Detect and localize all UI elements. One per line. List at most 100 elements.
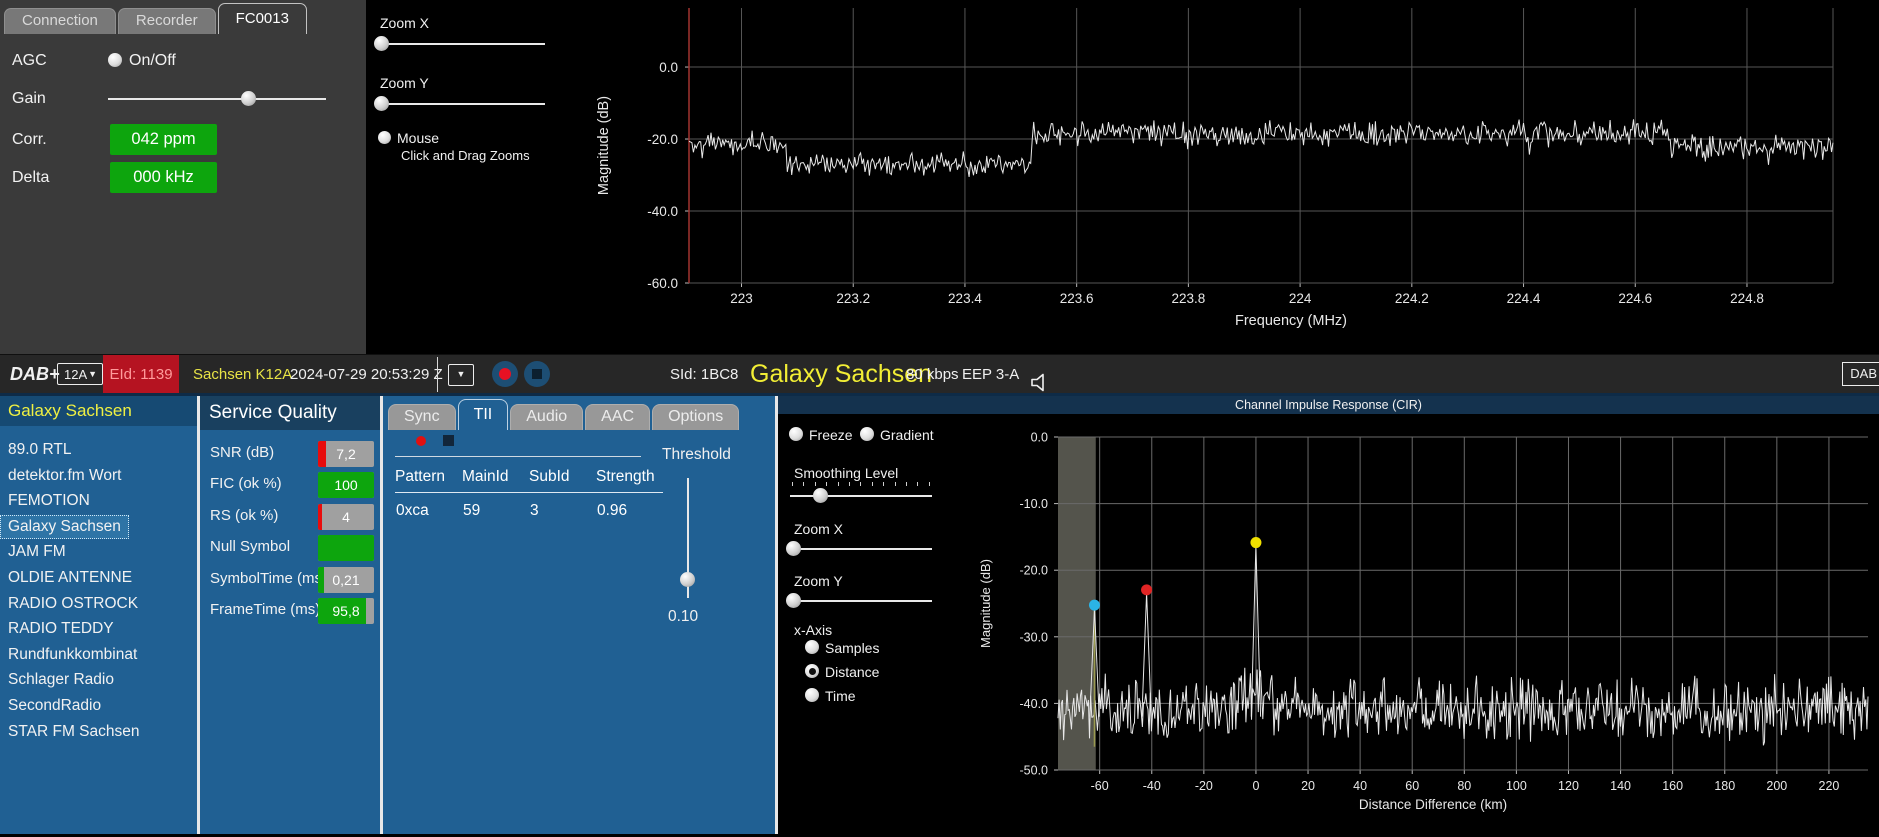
record-button[interactable] [492, 361, 518, 387]
device-panel: ConnectionRecorderFC0013 AGC On/Off Gain… [0, 0, 366, 354]
presets-dropdown-button[interactable]: ▼ [448, 364, 474, 386]
svg-text:-40.0: -40.0 [647, 204, 678, 219]
svg-text:223.8: 223.8 [1171, 291, 1205, 306]
station-item[interactable]: STAR FM Sachsen [0, 720, 148, 744]
divider [395, 456, 641, 457]
station-item[interactable]: 89.0 RTL [0, 438, 79, 462]
station-item[interactable]: RADIO OSTROCK [0, 592, 146, 616]
station-item[interactable]: Schlager Radio [0, 668, 122, 692]
agc-radio[interactable] [108, 53, 122, 67]
svg-text:224.8: 224.8 [1730, 291, 1764, 306]
quality-row: RS (ok %)4 [200, 504, 380, 530]
separator [437, 357, 438, 392]
status-bar: DAB+ 12A ▼ EId: 1139 Sachsen K12A 2024-0… [0, 354, 1879, 394]
svg-text:200: 200 [1766, 779, 1787, 793]
tab-connection[interactable]: Connection [4, 8, 116, 34]
station-item[interactable]: FEMOTION [0, 489, 98, 513]
svg-text:120: 120 [1558, 779, 1579, 793]
svg-text:0.0: 0.0 [659, 60, 678, 75]
cir-peak-marker [1141, 584, 1152, 595]
tii-table-row: 0xca5930.96 [395, 493, 663, 522]
tab-sync[interactable]: Sync [388, 404, 456, 430]
station-item[interactable]: Galaxy Sachsen [0, 515, 129, 539]
svg-text:224.4: 224.4 [1507, 291, 1541, 306]
station-item[interactable]: RADIO TEDDY [0, 617, 122, 641]
tii-panel: SyncTIIAudioAACOptions PatternMainIdSubI… [383, 396, 778, 834]
device-tabs: ConnectionRecorderFC0013 [4, 0, 309, 34]
svg-text:Distance Difference (km): Distance Difference (km) [1359, 797, 1507, 812]
svg-text:Frequency (MHz): Frequency (MHz) [1235, 313, 1347, 329]
tii-table: PatternMainIdSubIdStrength 0xca5930.96 [395, 468, 663, 521]
svg-text:Magnitude (dB): Magnitude (dB) [596, 96, 612, 195]
svg-text:-50.0: -50.0 [1020, 764, 1049, 778]
chevron-down-icon: ▼ [88, 363, 97, 385]
chevron-down-icon: ▼ [457, 369, 466, 379]
corr-value-badge: 042 ppm [110, 124, 217, 155]
station-item[interactable]: Rundfunkkombinat [0, 643, 145, 667]
svg-text:224.6: 224.6 [1618, 291, 1652, 306]
quality-value-bar [318, 535, 374, 561]
tab-options[interactable]: Options [652, 404, 739, 430]
stop-icon [532, 369, 542, 379]
quality-value-bar: 7,2 [318, 441, 374, 467]
tii-table-cell: 0.96 [596, 493, 663, 522]
quality-label: RS (ok %) [210, 507, 278, 524]
quality-value [318, 535, 374, 561]
tab-aac[interactable]: AAC [585, 404, 650, 430]
svg-text:-20.0: -20.0 [1020, 564, 1049, 578]
quality-label: SNR (dB) [210, 444, 274, 461]
svg-text:-60: -60 [1091, 779, 1109, 793]
quality-value-bar: 100 [318, 472, 374, 498]
record-icon [499, 368, 511, 380]
protection-label: EEP 3-A [962, 355, 1019, 394]
sync-status-icon [416, 436, 426, 446]
svg-text:100: 100 [1506, 779, 1527, 793]
speaker-icon[interactable] [1028, 363, 1052, 394]
bitrate-label: 80 kbps [906, 355, 959, 394]
svg-text:160: 160 [1662, 779, 1683, 793]
service-quality-panel: Service Quality SNR (dB)7,2FIC (ok %)100… [200, 396, 383, 834]
threshold-slider[interactable] [680, 478, 695, 598]
quality-row: SymbolTime (ms)0,21 [200, 567, 380, 593]
quality-value-bar: 95,8 [318, 598, 374, 624]
svg-text:223.6: 223.6 [1060, 291, 1094, 306]
svg-text:60: 60 [1405, 779, 1419, 793]
station-item[interactable]: OLDIE ANTENNE [0, 566, 140, 590]
mode-label: DAB+ [10, 355, 60, 394]
dab-receiver-app: ConnectionRecorderFC0013 AGC On/Off Gain… [0, 0, 1879, 834]
tii-column-header: Pattern [395, 468, 462, 493]
threshold-label: Threshold [662, 446, 731, 464]
station-list-panel: Galaxy Sachsen 89.0 RTLdetektor.fm WortF… [0, 396, 200, 834]
svg-text:-20.0: -20.0 [647, 132, 678, 147]
svg-text:40: 40 [1353, 779, 1367, 793]
svg-text:20: 20 [1301, 779, 1315, 793]
delta-label: Delta [12, 169, 49, 187]
station-item[interactable]: SecondRadio [0, 694, 109, 718]
stop-button[interactable] [524, 361, 550, 387]
spectrum-plot[interactable]: 0.0-20.0-40.0-60.0223223.2223.4223.6223.… [366, 0, 1879, 354]
ensemble-label: Sachsen K12A [193, 355, 292, 394]
cir-panel: Channel Impulse Response (CIR) Freeze Gr… [778, 396, 1879, 834]
tab-tii[interactable]: TII [458, 399, 509, 430]
gain-slider[interactable] [108, 91, 326, 106]
channel-select[interactable]: 12A ▼ [57, 363, 103, 385]
station-item[interactable]: JAM FM [0, 540, 74, 564]
tab-audio[interactable]: Audio [510, 404, 583, 430]
station-list-header: Galaxy Sachsen [0, 396, 197, 426]
svg-text:Magnitude (dB): Magnitude (dB) [978, 559, 993, 648]
station-item[interactable]: detektor.fm Wort [0, 464, 129, 488]
sid-label: SId: 1BC8 [670, 355, 738, 394]
dab-corner-badge: DAB [1842, 362, 1879, 386]
svg-text:0: 0 [1252, 779, 1259, 793]
svg-text:-60.0: -60.0 [647, 276, 678, 291]
tab-recorder[interactable]: Recorder [118, 8, 216, 34]
cir-plot[interactable]: 0.0-10.0-20.0-30.0-40.0-50.0-60-40-20020… [778, 414, 1879, 837]
tab-fc0013[interactable]: FC0013 [218, 3, 307, 34]
svg-text:180: 180 [1714, 779, 1735, 793]
bottom-section: Galaxy Sachsen 89.0 RTLdetektor.fm WortF… [0, 393, 1879, 834]
tii-table-cell: 0xca [395, 493, 462, 522]
svg-text:140: 140 [1610, 779, 1631, 793]
tii-table-cell: 59 [462, 493, 529, 522]
svg-text:223.4: 223.4 [948, 291, 982, 306]
quality-value: 0,21 [318, 567, 374, 593]
